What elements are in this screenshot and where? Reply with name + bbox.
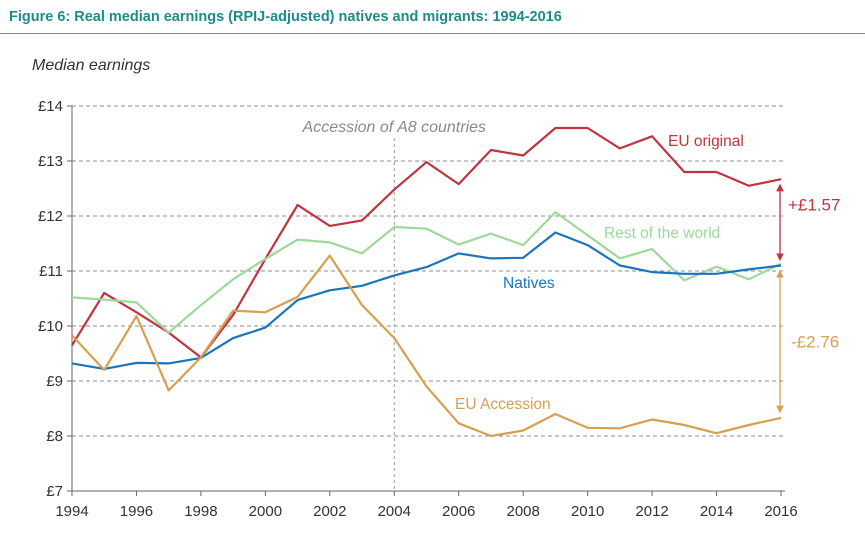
title-divider [0, 33, 865, 34]
figure-header: Figure 6: Real median earnings (RPIJ-adj… [0, 0, 865, 34]
axes: £7 £8 £9 £10 £11 £12 £13 £14 1994 1996 1998 2000 200… [32, 57, 798, 520]
y-tick-label: £7 [46, 483, 63, 500]
x-tick-label: 2010 [571, 503, 604, 520]
y-axis-title: Median earnings [32, 57, 150, 74]
x-tick-label: 2004 [378, 503, 411, 520]
figure-title: Figure 6: Real median earnings (RPIJ-adj… [9, 9, 562, 25]
difference-label: -£2.76 [791, 333, 839, 352]
x-tick-label: 1994 [55, 503, 88, 520]
y-tick-label: £13 [38, 153, 63, 170]
y-tick-label: £9 [46, 373, 63, 390]
series-line [71, 231, 782, 370]
series-label: Natives [503, 275, 555, 292]
difference-label: +£1.57 [788, 195, 840, 214]
series-label: EU Accession [455, 396, 551, 413]
x-tick-label: 2014 [700, 503, 733, 520]
annotation-label: Accession of A8 countries [302, 119, 487, 136]
series-line [71, 126, 782, 359]
x-tick-label: 2008 [506, 503, 539, 520]
annotations: Accession of A8 countries +£1.57 -£2.76 [302, 119, 840, 491]
x-tick-label: 1996 [120, 503, 153, 520]
x-tick-label: 2002 [313, 503, 346, 520]
x-tick-label: 2012 [635, 503, 668, 520]
y-tick-label: £11 [39, 263, 63, 280]
y-tick-label: £12 [38, 208, 63, 225]
series-labels: EU original Rest of the world Natives EU Ac… [455, 133, 744, 413]
series-lines [71, 126, 782, 438]
y-tick-label: £8 [46, 428, 63, 445]
series-label: Rest of the world [604, 225, 720, 242]
series-label: EU original [668, 133, 744, 150]
gridlines [72, 105, 785, 437]
y-tick-label: £10 [38, 318, 63, 335]
x-tick-label: 2000 [249, 503, 282, 520]
series-line [71, 211, 782, 334]
x-tick-label: 2006 [442, 503, 475, 520]
x-tick-label: 2016 [764, 503, 797, 520]
y-tick-label: £14 [38, 98, 63, 115]
x-tick-label: 1998 [184, 503, 217, 520]
series-line [71, 254, 782, 438]
